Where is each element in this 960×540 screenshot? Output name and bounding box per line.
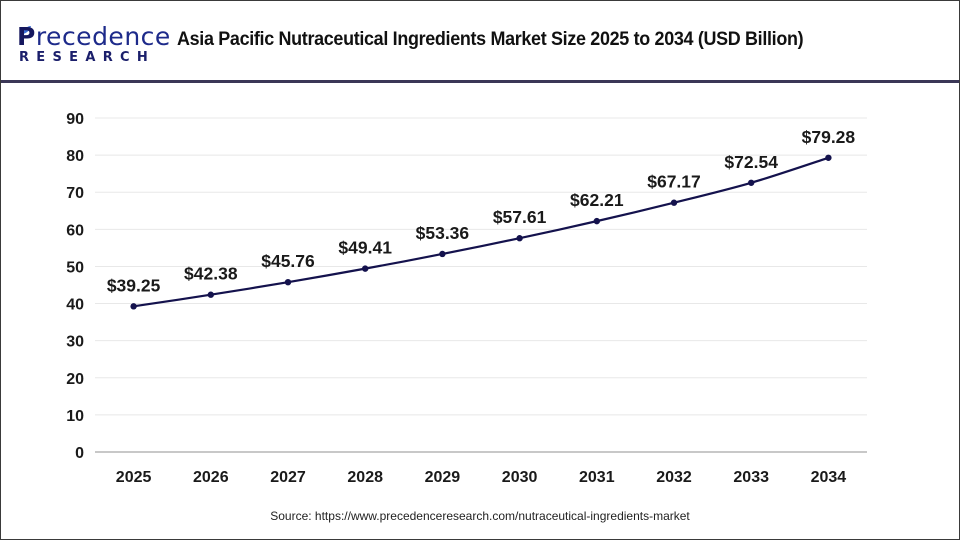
- x-tick-label: 2027: [270, 469, 306, 486]
- y-tick-label: 90: [66, 111, 84, 128]
- data-labels: $39.25 $42.38 $45.76 $49.41 $53.36 $57.61 $62.…: [107, 127, 856, 296]
- data-point: [439, 250, 446, 258]
- x-tick-label: 2026: [193, 469, 229, 486]
- data-points: [130, 154, 832, 310]
- header: Precedence RESEARCH Asia Pacific Nutrace…: [1, 1, 959, 81]
- data-label: $62.21: [570, 190, 624, 210]
- x-tick-label: 2031: [579, 469, 615, 486]
- header-divider: [1, 80, 959, 83]
- y-tick-label: 60: [66, 222, 84, 239]
- data-point: [593, 217, 600, 225]
- data-point: [516, 235, 523, 242]
- brand-logo: Precedence RESEARCH: [17, 23, 170, 65]
- y-axis-ticks: 0 10 20 30 40 50 60 70 80 90: [66, 111, 84, 462]
- x-tick-label: 2033: [733, 469, 769, 486]
- x-tick-label: 2030: [502, 469, 538, 486]
- logo-initial: P: [17, 22, 36, 51]
- data-label: $42.38: [184, 264, 238, 284]
- x-tick-label: 2029: [425, 469, 461, 486]
- logo-subtitle: RESEARCH: [19, 50, 156, 65]
- x-tick-label: 2034: [811, 469, 847, 486]
- y-tick-label: 80: [66, 148, 84, 165]
- series-line: [133, 156, 829, 308]
- y-tick-label: 20: [66, 371, 84, 388]
- data-point: [130, 303, 137, 310]
- y-tick-label: 50: [66, 259, 84, 276]
- y-tick-label: 70: [66, 185, 84, 202]
- data-point: [207, 291, 214, 298]
- data-label: $53.36: [416, 223, 470, 243]
- source-note: Source: https://www.precedenceresearch.c…: [270, 509, 690, 523]
- data-point: [748, 179, 755, 186]
- chart-title: Asia Pacific Nutraceutical Ingredients M…: [177, 28, 804, 50]
- data-label: $72.54: [724, 152, 778, 172]
- x-tick-label: 2025: [116, 469, 152, 486]
- data-point: [362, 265, 369, 272]
- data-point: [670, 199, 678, 206]
- y-tick-label: 40: [66, 297, 84, 314]
- logo-rest: recedence: [35, 22, 171, 51]
- x-tick-label: 2032: [656, 469, 692, 486]
- data-label: $39.25: [107, 275, 161, 295]
- gridlines: [95, 117, 867, 416]
- data-label: $57.61: [493, 207, 547, 227]
- data-point: [284, 278, 292, 286]
- x-tick-label: 2028: [347, 469, 383, 486]
- data-label: $45.76: [261, 251, 315, 271]
- data-label: $49.41: [338, 238, 392, 258]
- y-tick-label: 10: [66, 408, 84, 425]
- data-label: $79.28: [802, 127, 856, 147]
- leaf-icon: [23, 26, 31, 34]
- data-point: [825, 154, 832, 161]
- x-axis-ticks: 2025 2026 2027 2028 2029 2030 2031 2032 2033 2034: [116, 469, 846, 486]
- y-tick-label: 30: [66, 334, 84, 351]
- logo-wordmark: Precedence: [17, 23, 171, 51]
- data-label: $67.17: [647, 172, 701, 192]
- y-tick-label: 0: [75, 445, 84, 462]
